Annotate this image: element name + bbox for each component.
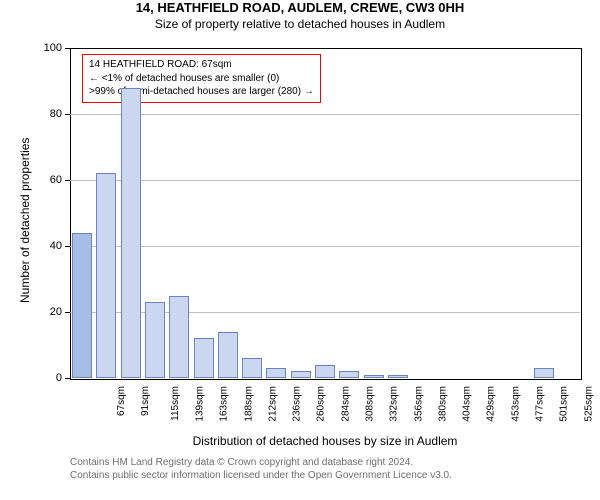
bar [96,173,116,378]
footer-line: Contains HM Land Registry data © Crown c… [70,456,452,469]
xtick-label: 236sqm [292,386,303,422]
bar [145,302,165,378]
xtick-label: 139sqm [195,386,206,422]
xtick-label: 212sqm [267,386,278,422]
xtick-label: 525sqm [583,386,594,422]
bar [291,371,311,378]
xtick-label: 380sqm [437,386,448,422]
chart-container: Number of detached properties Distributi… [0,0,600,500]
xtick-label: 284sqm [340,386,351,422]
gridline [70,246,580,247]
xtick-label: 115sqm [170,386,181,421]
xtick-label: 260sqm [316,386,327,422]
xtick-label: 404sqm [462,386,473,422]
bar [364,375,384,378]
bar [388,375,408,378]
xtick-label: 163sqm [219,386,230,422]
xtick-label: 91sqm [140,386,151,416]
annotation-line: 14 HEATHFIELD ROAD: 67sqm [89,58,314,72]
xtick-label: 188sqm [243,386,254,422]
ytick-mark [65,312,70,313]
xtick-label: 332sqm [389,386,400,422]
bar [194,338,214,378]
xtick-label: 308sqm [365,386,376,422]
bar [266,368,286,378]
bar [218,332,238,378]
xtick-label: 429sqm [486,386,497,422]
bar [72,233,92,378]
ytick-label: 100 [36,42,62,54]
xtick-label: 67sqm [116,386,127,416]
annotation-box: 14 HEATHFIELD ROAD: 67sqm← <1% of detach… [82,54,321,103]
footer-attribution: Contains HM Land Registry data © Crown c… [70,456,452,482]
bar [339,371,359,378]
ytick-mark [65,114,70,115]
ytick-label: 20 [36,306,62,318]
footer-line: Contains public sector information licen… [70,469,452,482]
ytick-mark [65,378,70,379]
ytick-label: 40 [36,240,62,252]
bar [534,368,554,378]
xtick-label: 453sqm [510,386,521,422]
xtick-label: 477sqm [535,386,546,422]
bar [121,88,141,378]
ytick-mark [65,246,70,247]
bar [242,358,262,378]
bar [169,296,189,379]
y-axis-label: Number of detached properties [18,138,32,303]
ytick-label: 60 [36,174,62,186]
bar [315,365,335,378]
xtick-label: 356sqm [413,386,424,422]
ytick-mark [65,180,70,181]
ytick-mark [65,48,70,49]
xtick-label: 501sqm [559,386,570,422]
x-axis-label: Distribution of detached houses by size … [70,434,580,448]
gridline [70,180,580,181]
ytick-label: 0 [36,372,62,384]
annotation-line: ← <1% of detached houses are smaller (0) [89,72,314,86]
ytick-label: 80 [36,108,62,120]
gridline [70,114,580,115]
